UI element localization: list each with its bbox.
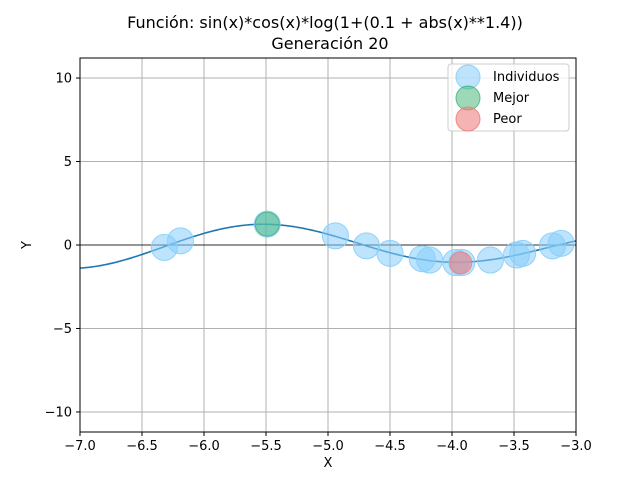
x-tick-label: −7.0 <box>64 439 96 454</box>
mejor-point <box>254 211 280 237</box>
y-tick-label: −5 <box>53 322 72 337</box>
individuo-point <box>547 229 575 257</box>
x-tick-label: −6.5 <box>126 439 158 454</box>
legend-marker-peor <box>455 106 481 132</box>
individuo-point <box>416 246 444 274</box>
individuo-point <box>476 246 504 274</box>
x-tick-label: −5.0 <box>312 439 344 454</box>
y-axis-label: Y <box>20 241 35 250</box>
x-tick-label: −3.5 <box>498 439 530 454</box>
x-axis: −7.0 −6.5 −6.0 −5.5 −5.0 −4.5 −4.0 −3.5 −3.0 <box>64 432 592 454</box>
legend-marker-mejor <box>455 85 481 111</box>
legend: Individuos Mejor Peor <box>447 63 570 132</box>
y-tick-label: 10 <box>55 72 72 87</box>
individuo-point <box>376 239 404 267</box>
y-tick-label: 0 <box>64 239 72 254</box>
x-axis-label: X <box>324 456 333 471</box>
y-tick-label: 5 <box>64 155 72 170</box>
legend-label-individuos: Individuos <box>493 70 560 85</box>
individuo-point <box>509 239 537 267</box>
legend-label-peor: Peor <box>493 112 522 127</box>
x-tick-label: −5.5 <box>250 439 282 454</box>
y-tick-label: −10 <box>45 405 72 420</box>
individuo-point <box>166 227 194 255</box>
y-axis: −10 −5 0 5 10 <box>45 72 80 420</box>
peor-point <box>449 251 473 275</box>
chart-title: Función: sin(x)*cos(x)*log(1+(0.1 + abs(… <box>127 13 523 32</box>
individuo-point <box>321 222 349 250</box>
x-tick-label: −4.0 <box>436 439 468 454</box>
points-layer <box>150 210 575 277</box>
x-tick-label: −3.0 <box>560 439 592 454</box>
x-tick-label: −4.5 <box>374 439 406 454</box>
chart-subtitle: Generación 20 <box>271 34 388 53</box>
legend-label-mejor: Mejor <box>493 91 530 106</box>
individuo-point <box>352 232 380 260</box>
x-tick-label: −6.0 <box>188 439 220 454</box>
legend-marker-individuos <box>455 64 481 90</box>
